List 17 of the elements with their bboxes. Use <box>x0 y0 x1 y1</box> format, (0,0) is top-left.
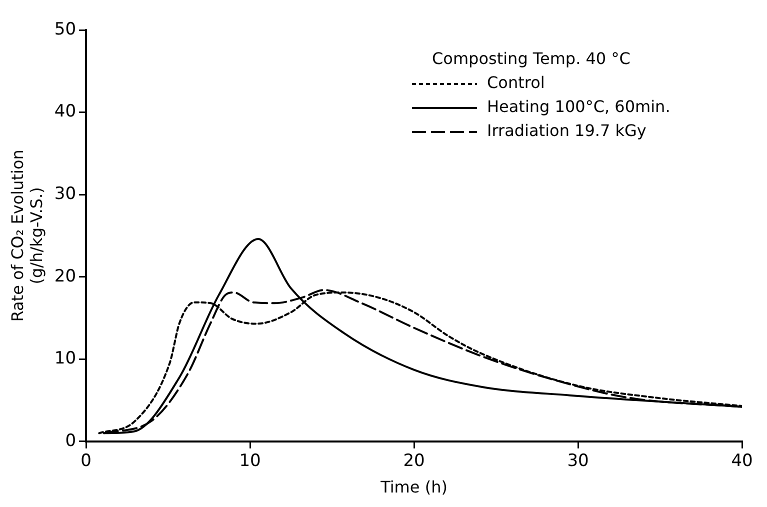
legend-label: Irradiation 19.7 kGy <box>487 121 646 140</box>
y-axis-title: Rate of CO₂ Evolution (g/h/kg-V.S.) <box>8 150 46 322</box>
y-tick-label: 10 <box>54 348 76 369</box>
y-tick-label: 50 <box>54 19 76 40</box>
y-tick-label: 20 <box>54 266 76 286</box>
x-tick-label: 10 <box>239 451 261 472</box>
x-tick-label: 30 <box>567 451 589 472</box>
x-axis-title: Time (h) <box>380 478 448 497</box>
y-tick-label: 40 <box>54 102 76 122</box>
y-tick-label: 0 <box>65 430 76 451</box>
y-tick-label: 30 <box>54 184 76 204</box>
legend-title: Composting Temp. 40 °C <box>432 49 630 68</box>
legend-label: Control <box>487 73 545 92</box>
x-tick-label: 40 <box>731 451 753 472</box>
x-tick-label: 0 <box>80 451 92 472</box>
legend-label: Heating 100°C, 60min. <box>487 97 670 116</box>
x-tick-label: 20 <box>403 451 425 472</box>
